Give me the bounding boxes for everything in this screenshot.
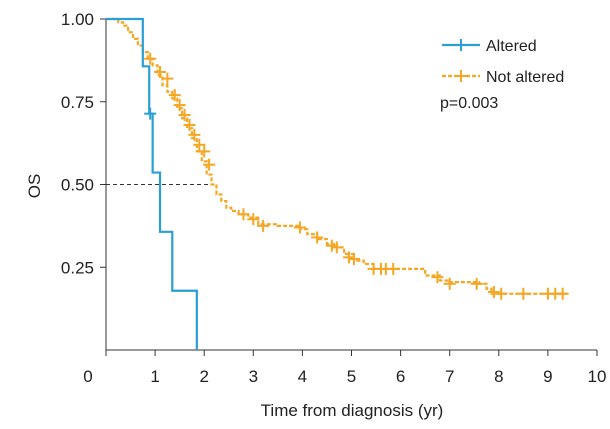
legend-label: Not altered (486, 69, 564, 86)
censor-mark-not-altered (347, 252, 360, 265)
censor-mark-not-altered (198, 145, 211, 158)
censor-mark-not-altered (443, 277, 456, 290)
x-tick-label: 8 (494, 367, 503, 386)
series-not-altered (106, 17, 569, 300)
censor-mark-not-altered (487, 286, 500, 299)
legend-marker (455, 39, 467, 51)
censor-mark-not-altered (311, 231, 324, 244)
censor-mark-not-altered (203, 158, 216, 171)
x-tick-label: 3 (249, 367, 258, 386)
x-tick-label: 1 (150, 367, 159, 386)
censor-mark-not-altered (293, 221, 306, 234)
x-axis-title: Time from diagnosis (yr) (261, 401, 444, 420)
censor-mark-not-altered (247, 213, 260, 226)
censor-mark-not-altered (387, 262, 400, 275)
censor-mark-not-altered (173, 99, 186, 112)
y-tick-label: 1.00 (61, 10, 94, 29)
censor-mark-not-altered (431, 271, 444, 284)
censor-mark-not-altered (178, 108, 191, 121)
legend-entry-altered: Altered (442, 38, 537, 55)
censor-mark-not-altered (144, 52, 157, 65)
censor-mark-not-altered (193, 138, 206, 151)
censor-mark-altered (144, 107, 157, 120)
x-tick-label: 6 (396, 367, 405, 386)
censor-mark-not-altered (495, 287, 508, 300)
censor-mark-not-altered (168, 89, 181, 102)
y-tick-label: 0.25 (61, 258, 94, 277)
legend-entry-not-altered: Not altered (442, 69, 564, 86)
censor-mark-not-altered (154, 65, 167, 78)
curve-altered (106, 17, 198, 350)
legend: Altered Not altered (442, 38, 564, 86)
x-tick-label: 10 (588, 367, 607, 386)
censor-mark-not-altered (517, 287, 530, 300)
censor-mark-not-altered (188, 128, 201, 141)
y-tick-label: 0.50 (61, 176, 94, 195)
censor-mark-not-altered (183, 118, 196, 131)
x-tick-label: 9 (543, 367, 552, 386)
censor-mark-not-altered (470, 277, 483, 290)
legend-label: Altered (486, 38, 537, 55)
censor-mark-not-altered (330, 241, 343, 254)
censor-mark-not-altered (237, 208, 250, 221)
legend-marker (455, 70, 467, 82)
censor-mark-not-altered (161, 72, 174, 85)
p-value-annotation: p=0.003 (440, 95, 498, 112)
x-tick-label: 4 (298, 367, 307, 386)
series-altered (106, 17, 198, 350)
axes: 0 1 2 3 4 5 6 7 8 9 10 0.25 0.50 0.75 1.00 (61, 10, 607, 386)
censor-mark-not-altered (257, 219, 270, 232)
y-axis-title: OS (25, 174, 44, 199)
y-tick-label: 0.75 (61, 93, 94, 112)
x-tick-label: 5 (347, 367, 356, 386)
censor-mark-not-altered (556, 287, 569, 300)
x-tick-label: 7 (445, 367, 454, 386)
x-tick-label: 2 (199, 367, 208, 386)
x-tick-label: 0 (83, 367, 92, 386)
plot-area (106, 17, 569, 350)
